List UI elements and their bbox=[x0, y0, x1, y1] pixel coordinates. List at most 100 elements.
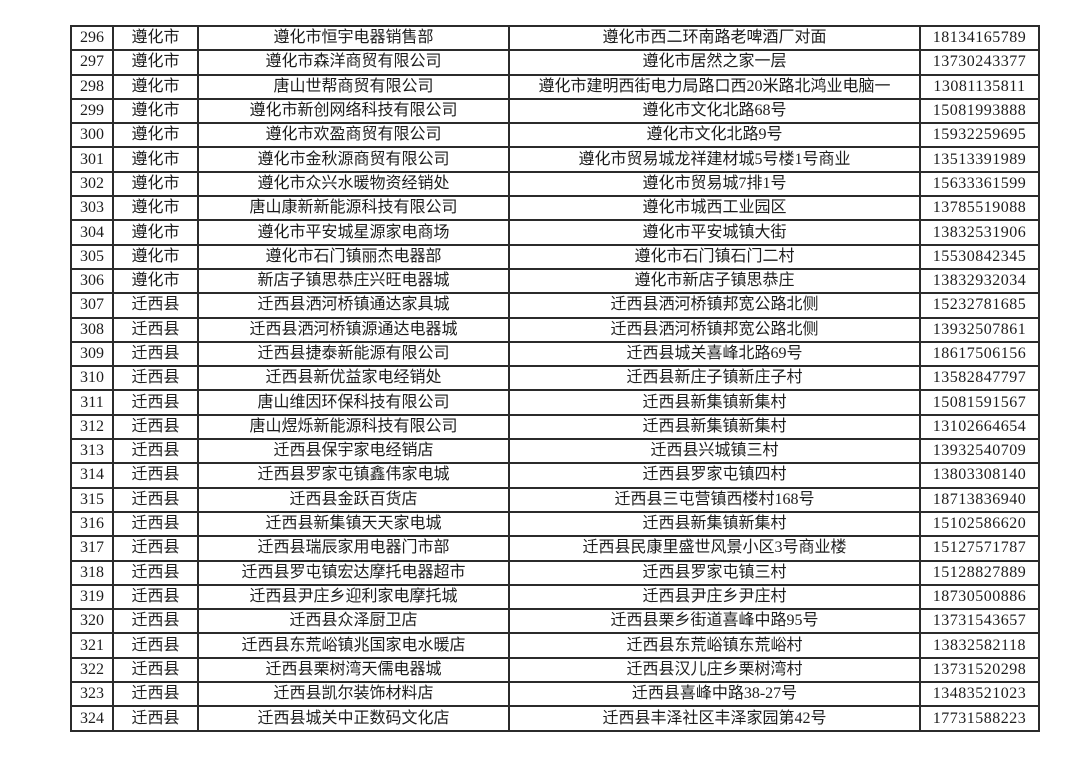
address-cell: 遵化市西二环南路老啤酒厂对面 bbox=[508, 24, 921, 52]
business-name-cell: 唐山康新新能源科技有限公司 bbox=[197, 195, 510, 222]
table-row: 319 迁西县 迁西县尹庄乡迎利家电摩托城 迁西县尹庄乡尹庄村 18730500… bbox=[70, 583, 1040, 611]
address-cell: 遵化市平安城镇大街 bbox=[508, 219, 921, 246]
table-row: 305 遵化市 遵化市石门镇丽杰电器部 遵化市石门镇石门二村 155308423… bbox=[70, 243, 1040, 270]
row-number-cell: 299 bbox=[70, 97, 114, 125]
city-cell: 迁西县 bbox=[112, 292, 199, 319]
business-name-cell: 遵化市新创网络科技有限公司 bbox=[197, 97, 510, 125]
business-name-cell: 遵化市众兴水暖物资经销处 bbox=[197, 170, 510, 198]
city-cell: 遵化市 bbox=[112, 146, 199, 173]
table-row: 301 遵化市 遵化市金秋源商贸有限公司 遵化市贸易城龙祥建材城5号楼1号商业 … bbox=[70, 146, 1040, 173]
phone-cell: 15232781685 bbox=[919, 292, 1040, 319]
phone-cell: 15932259695 bbox=[919, 122, 1040, 149]
address-cell: 迁西县汉儿庄乡栗树湾村 bbox=[508, 656, 921, 684]
city-cell: 迁西县 bbox=[112, 438, 199, 465]
city-cell: 迁西县 bbox=[112, 340, 199, 368]
city-cell: 迁西县 bbox=[112, 365, 199, 392]
address-cell: 遵化市贸易城7排1号 bbox=[508, 170, 921, 198]
address-cell: 遵化市文化北路9号 bbox=[508, 122, 921, 149]
table-row: 313 迁西县 迁西县保宇家电经销店 迁西县兴城镇三村 13932540709 bbox=[70, 438, 1040, 465]
table-row: 303 遵化市 唐山康新新能源科技有限公司 遵化市城西工业园区 13785519… bbox=[70, 195, 1040, 222]
address-cell: 迁西县罗家屯镇四村 bbox=[508, 462, 921, 489]
table-row: 322 迁西县 迁西县栗树湾天儒电器城 迁西县汉儿庄乡栗树湾村 13731520… bbox=[70, 656, 1040, 684]
table-row: 307 迁西县 迁西县洒河桥镇通达家具城 迁西县洒河桥镇邦宽公路北侧 15232… bbox=[70, 292, 1040, 319]
business-name-cell: 遵化市平安城星源家电商场 bbox=[197, 219, 510, 246]
business-name-cell: 遵化市森洋商贸有限公司 bbox=[197, 49, 510, 76]
city-cell: 迁西县 bbox=[112, 559, 199, 586]
city-cell: 迁西县 bbox=[112, 535, 199, 562]
address-cell: 迁西县民康里盛世风景小区3号商业楼 bbox=[508, 535, 921, 562]
table-row: 300 遵化市 遵化市欢盈商贸有限公司 遵化市文化北路9号 1593225969… bbox=[70, 122, 1040, 149]
table-row: 316 迁西县 迁西县新集镇天天家电城 迁西县新集镇新集村 1510258662… bbox=[70, 510, 1040, 538]
phone-cell: 15127571787 bbox=[919, 535, 1040, 562]
row-number-cell: 323 bbox=[70, 681, 114, 708]
phone-cell: 15081591567 bbox=[919, 389, 1040, 416]
row-number-cell: 305 bbox=[70, 243, 114, 270]
table-row: 323 迁西县 迁西县凯尔装饰材料店 迁西县喜峰中路38-27号 1348352… bbox=[70, 681, 1040, 708]
business-name-cell: 迁西县新优益家电经销处 bbox=[197, 365, 510, 392]
business-name-cell: 迁西县洒河桥镇通达家具城 bbox=[197, 292, 510, 319]
address-cell: 迁西县尹庄乡尹庄村 bbox=[508, 583, 921, 611]
city-cell: 遵化市 bbox=[112, 73, 199, 100]
phone-cell: 18617506156 bbox=[919, 340, 1040, 368]
table-row: 314 迁西县 迁西县罗家屯镇鑫伟家电城 迁西县罗家屯镇四村 138033081… bbox=[70, 462, 1040, 489]
row-number-cell: 301 bbox=[70, 146, 114, 173]
business-name-cell: 迁西县新集镇天天家电城 bbox=[197, 510, 510, 538]
business-name-cell: 迁西县洒河桥镇源通达电器城 bbox=[197, 316, 510, 343]
city-cell: 遵化市 bbox=[112, 97, 199, 125]
address-cell: 迁西县栗乡街道喜峰中路95号 bbox=[508, 608, 921, 635]
phone-cell: 13483521023 bbox=[919, 681, 1040, 708]
business-name-cell: 迁西县众泽厨卫店 bbox=[197, 608, 510, 635]
row-number-cell: 307 bbox=[70, 292, 114, 319]
row-number-cell: 322 bbox=[70, 656, 114, 684]
row-number-cell: 320 bbox=[70, 608, 114, 635]
address-cell: 迁西县三屯营镇西楼村168号 bbox=[508, 486, 921, 513]
table-row: 318 迁西县 迁西县罗屯镇宏达摩托电器超市 迁西县罗家屯镇三村 1512882… bbox=[70, 559, 1040, 586]
phone-cell: 13832531906 bbox=[919, 219, 1040, 246]
table-row: 296 遵化市 遵化市恒宇电器销售部 遵化市西二环南路老啤酒厂对面 181341… bbox=[70, 24, 1040, 52]
table-row: 297 遵化市 遵化市森洋商贸有限公司 遵化市居然之家一层 1373024337… bbox=[70, 49, 1040, 76]
city-cell: 遵化市 bbox=[112, 219, 199, 246]
business-name-cell: 迁西县保宇家电经销店 bbox=[197, 438, 510, 465]
row-number-cell: 304 bbox=[70, 219, 114, 246]
phone-cell: 15633361599 bbox=[919, 170, 1040, 198]
table-row: 317 迁西县 迁西县瑞辰家用电器门市部 迁西县民康里盛世风景小区3号商业楼 1… bbox=[70, 535, 1040, 562]
city-cell: 迁西县 bbox=[112, 486, 199, 513]
business-name-cell: 遵化市恒宇电器销售部 bbox=[197, 24, 510, 52]
city-cell: 遵化市 bbox=[112, 122, 199, 149]
table-row: 302 遵化市 遵化市众兴水暖物资经销处 遵化市贸易城7排1号 15633361… bbox=[70, 170, 1040, 198]
row-number-cell: 306 bbox=[70, 267, 114, 295]
address-cell: 遵化市石门镇石门二村 bbox=[508, 243, 921, 270]
city-cell: 迁西县 bbox=[112, 583, 199, 611]
address-cell: 遵化市文化北路68号 bbox=[508, 97, 921, 125]
row-number-cell: 314 bbox=[70, 462, 114, 489]
address-cell: 迁西县洒河桥镇邦宽公路北侧 bbox=[508, 292, 921, 319]
phone-cell: 13513391989 bbox=[919, 146, 1040, 173]
address-cell: 迁西县罗家屯镇三村 bbox=[508, 559, 921, 586]
address-cell: 迁西县丰泽社区丰泽家园第42号 bbox=[508, 705, 921, 732]
city-cell: 迁西县 bbox=[112, 705, 199, 732]
business-name-cell: 迁西县捷泰新能源有限公司 bbox=[197, 340, 510, 368]
business-name-cell: 迁西县罗家屯镇鑫伟家电城 bbox=[197, 462, 510, 489]
business-name-cell: 迁西县瑞辰家用电器门市部 bbox=[197, 535, 510, 562]
phone-cell: 13582847797 bbox=[919, 365, 1040, 392]
table-row: 312 迁西县 唐山煜烁新能源科技有限公司 迁西县新集镇新集村 13102664… bbox=[70, 413, 1040, 441]
phone-cell: 13102664654 bbox=[919, 413, 1040, 441]
business-name-cell: 迁西县栗树湾天儒电器城 bbox=[197, 656, 510, 684]
business-name-cell: 迁西县罗屯镇宏达摩托电器超市 bbox=[197, 559, 510, 586]
business-name-cell: 遵化市欢盈商贸有限公司 bbox=[197, 122, 510, 149]
address-cell: 遵化市城西工业园区 bbox=[508, 195, 921, 222]
city-cell: 迁西县 bbox=[112, 632, 199, 659]
table-body: 296 遵化市 遵化市恒宇电器销售部 遵化市西二环南路老啤酒厂对面 181341… bbox=[70, 24, 1040, 732]
city-cell: 迁西县 bbox=[112, 462, 199, 489]
address-cell: 迁西县东荒峪镇东荒峪村 bbox=[508, 632, 921, 659]
table-row: 321 迁西县 迁西县东荒峪镇兆国家电水暖店 迁西县东荒峪镇东荒峪村 13832… bbox=[70, 632, 1040, 659]
address-cell: 迁西县新集镇新集村 bbox=[508, 413, 921, 441]
city-cell: 迁西县 bbox=[112, 389, 199, 416]
city-cell: 迁西县 bbox=[112, 316, 199, 343]
business-directory-table: 296 遵化市 遵化市恒宇电器销售部 遵化市西二环南路老啤酒厂对面 181341… bbox=[70, 24, 1040, 732]
address-cell: 遵化市居然之家一层 bbox=[508, 49, 921, 76]
table-row: 298 遵化市 唐山世帮商贸有限公司 遵化市建明西街电力局路口西20米路北鸿业电… bbox=[70, 73, 1040, 100]
phone-cell: 13731543657 bbox=[919, 608, 1040, 635]
phone-cell: 17731588223 bbox=[919, 705, 1040, 732]
city-cell: 遵化市 bbox=[112, 195, 199, 222]
